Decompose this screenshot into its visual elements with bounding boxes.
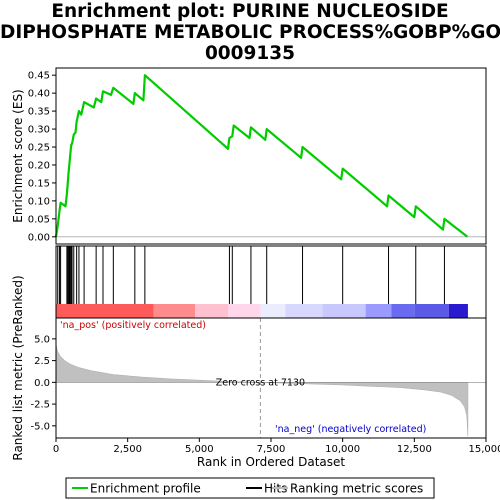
color-bar-segment-2 <box>195 304 228 318</box>
es-ytick-label: 0.25 <box>28 143 50 154</box>
es-ytick-label: 0.10 <box>28 196 50 207</box>
xtick-label: 7,500 <box>257 444 286 455</box>
es-ytick-label: 0.45 <box>28 71 50 82</box>
color-bar-segment-9 <box>414 304 449 318</box>
color-bar-segment-3 <box>228 304 261 318</box>
zero-cross-label: Zero cross at 7130 <box>216 377 305 388</box>
xtick-label: 10,000 <box>325 444 360 455</box>
enrichment-profile-line <box>54 74 469 238</box>
color-bar-segment-6 <box>322 304 366 318</box>
legend-entry-label: Enrichment profile <box>90 482 201 496</box>
ranked-ytick-label: 5.0 <box>34 334 50 345</box>
ranked-ytick-label: 2.5 <box>34 356 50 367</box>
legend-entry-label: Ranking metric scores <box>290 482 423 496</box>
chart-title: Enrichment plot: PURINE NUCLEOSIDE DIPHO… <box>0 1 500 64</box>
color-bar-segment-10 <box>448 304 468 318</box>
neg-correlated-label: 'na_neg' (negatively correlated) <box>275 424 426 435</box>
xtick-label: 5,000 <box>185 444 214 455</box>
es-ytick-label: 0.05 <box>28 214 50 225</box>
color-bar-segment-7 <box>365 304 392 318</box>
xtick-label: 0 <box>53 444 59 455</box>
ranked-ytick-label: -2.5 <box>30 400 50 411</box>
color-bar-segment-5 <box>285 304 323 318</box>
pos-correlated-label: 'na_pos' (positively correlated) <box>60 320 206 331</box>
xtick-label: 2,500 <box>113 444 142 455</box>
ranked-ytick-label: 0.0 <box>34 378 50 389</box>
ranked-ytick-label: -5.0 <box>30 421 50 432</box>
es-ytick-label: 0.20 <box>28 160 50 171</box>
color-bar-segment-4 <box>260 304 286 318</box>
es-ytick-label: 0.00 <box>28 232 50 243</box>
es-ylabel: Enrichment score (ES) <box>11 89 25 222</box>
ranked-ylabel: Ranked list metric (PreRanked) <box>11 275 25 460</box>
es-ytick-label: 0.30 <box>28 125 50 136</box>
x-axis-label: Rank in Ordered Dataset <box>197 455 345 469</box>
hits-panel-bg <box>56 246 486 304</box>
color-bar-segment-0 <box>56 304 154 318</box>
color-bar-segment-8 <box>391 304 415 318</box>
xtick-label: 15,000 <box>469 444 500 455</box>
es-ytick-label: 0.35 <box>28 107 50 118</box>
title-line-1: Enrichment plot: PURINE NUCLEOSIDE <box>51 1 449 22</box>
title-line-3: 0009135 <box>204 43 296 64</box>
color-bar-segment-1 <box>153 304 196 318</box>
es-ytick-label: 0.15 <box>28 178 50 189</box>
es-panel-frame <box>55 67 487 245</box>
ranking-metric-area <box>55 344 469 437</box>
xtick-label: 12,500 <box>397 444 432 455</box>
title-line-2: DIPHOSPHATE METABOLIC PROCESS%GOBP%GO: <box>0 22 500 43</box>
es-ytick-label: 0.40 <box>28 89 50 100</box>
